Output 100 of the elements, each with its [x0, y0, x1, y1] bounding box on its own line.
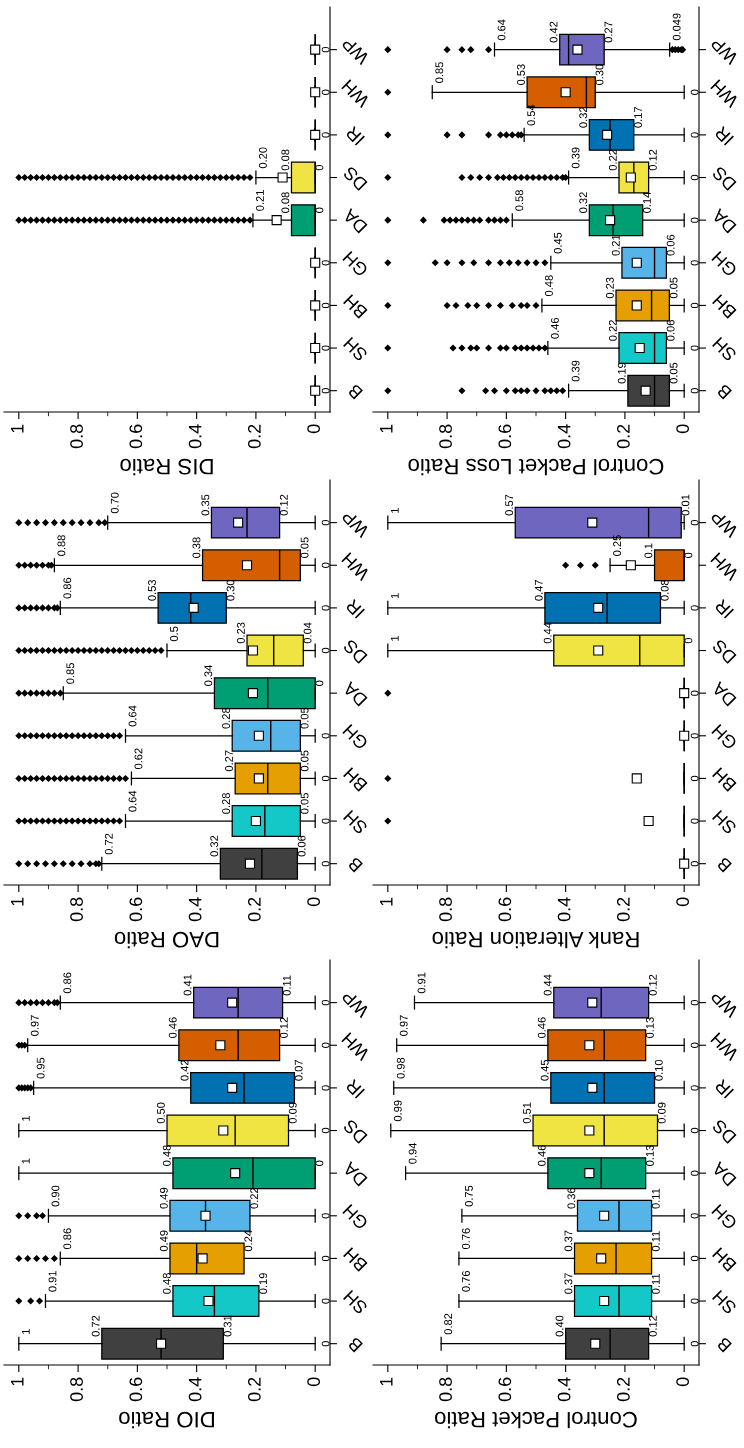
x-tick-label: 0.6	[129, 897, 143, 922]
text: 1	[391, 593, 399, 599]
y-tick-label: GH	[342, 723, 369, 751]
text: 0.06	[666, 234, 675, 256]
text: 0	[690, 690, 699, 696]
text: 0.47	[534, 580, 543, 601]
text: 0.86	[63, 577, 72, 599]
y-tick-label: IR	[345, 125, 365, 146]
x-tick-label: 0.6	[498, 1377, 512, 1402]
text: 0.06	[666, 320, 675, 341]
x-axis-title: Control Packet Loss Ratio	[408, 458, 664, 476]
text: 0	[684, 637, 693, 644]
text: 0.12	[648, 1315, 657, 1337]
y-tick-label: DS	[711, 638, 737, 664]
text: 0.12	[279, 494, 288, 516]
y-tick-label: SH	[711, 336, 738, 362]
text: 0.41	[183, 974, 192, 996]
x-tick-label: 0.6	[129, 424, 143, 449]
text: 0	[321, 818, 330, 824]
x-tick-label: 0	[676, 897, 690, 907]
text: 0	[321, 260, 330, 266]
text: 0	[321, 562, 330, 568]
text: 0.11	[651, 1273, 660, 1294]
text: 1	[22, 1158, 30, 1164]
text: 0	[321, 999, 330, 1006]
text: 0	[315, 680, 324, 686]
x-tick-label: 0.2	[247, 424, 261, 449]
x-tick-label: 1	[11, 1377, 24, 1386]
text: 0	[690, 345, 699, 351]
y-tick-label: WP	[710, 36, 739, 66]
x-tick-label: 0	[676, 424, 690, 434]
text: 0.27	[225, 750, 233, 772]
x-tick-label: 0.2	[616, 1377, 630, 1402]
text: 0.05	[669, 362, 678, 384]
y-tick-label: WP	[341, 989, 370, 1019]
text: 0	[690, 388, 699, 394]
text: 0.049	[672, 13, 681, 41]
x-tick-label: 0.2	[247, 1377, 261, 1402]
x-axis-title: DIO Ratio	[119, 1411, 214, 1429]
y-tick-label: GH	[711, 723, 738, 751]
text: 0.11	[651, 1231, 660, 1252]
x-tick-label: 0	[307, 1377, 321, 1387]
x-tick-label: 1	[380, 424, 393, 433]
text: 0.13	[645, 1017, 654, 1039]
text: 0.62	[134, 748, 143, 770]
text: 0.12	[279, 1017, 288, 1039]
text: 0	[321, 345, 330, 351]
y-tick-label: DS	[711, 1118, 737, 1144]
y-tick-label: BH	[343, 294, 368, 319]
text: 0.23	[605, 277, 614, 299]
text: 0	[321, 519, 330, 526]
text: 0.32	[210, 835, 219, 857]
text: 0	[690, 260, 699, 266]
x-tick-label: 0.6	[498, 897, 512, 922]
text: 0	[315, 164, 324, 171]
y-tick-label: DS	[342, 165, 368, 191]
y-tick-label: SH	[342, 336, 369, 362]
text: 0	[321, 1298, 330, 1304]
text: 1	[22, 1115, 30, 1121]
y-tick-label: B	[716, 856, 732, 873]
text: 0	[690, 1255, 699, 1262]
text: 0	[321, 647, 330, 654]
text: 1	[22, 1329, 30, 1334]
text: 0.42	[180, 1060, 189, 1081]
text: 0.11	[282, 975, 291, 996]
y-tick-label: GH	[711, 1203, 738, 1231]
y-tick-label: WP	[341, 36, 370, 66]
text: 0.45	[553, 232, 562, 254]
text: 0.09	[657, 1102, 666, 1124]
text: 0.85	[66, 663, 75, 684]
text: 0	[321, 1255, 330, 1262]
text: 0	[690, 733, 699, 739]
text: 0.14	[642, 192, 651, 213]
text: 0.07	[294, 1060, 303, 1081]
text: 0	[321, 1127, 330, 1134]
text: 0.19	[259, 1273, 268, 1294]
text: 0.34	[204, 665, 213, 686]
x-tick-label: 0	[676, 1377, 690, 1387]
x-tick-label: 0.4	[557, 1377, 571, 1402]
x-tick-label: 1	[11, 424, 24, 433]
text: 0.23	[236, 622, 245, 644]
y-tick-label: BH	[712, 294, 737, 319]
x-tick-label: 0	[307, 897, 321, 907]
text: 0.12	[648, 974, 657, 996]
text: 0.70	[110, 492, 119, 514]
text: 0.72	[91, 1315, 100, 1337]
text: 0.39	[571, 147, 580, 169]
text: 0.49	[159, 1230, 168, 1252]
text: 0	[690, 1170, 699, 1176]
text: 0.45	[540, 1059, 549, 1081]
text: 0.12	[648, 149, 657, 171]
text: 0	[690, 132, 699, 138]
text: 0.42	[549, 21, 558, 43]
y-tick-label: DS	[342, 638, 368, 664]
text: 0.88	[57, 535, 66, 556]
y-tick-label: WH	[710, 79, 740, 109]
y-tick-label: B	[716, 1336, 732, 1353]
y-tick-label: IR	[714, 125, 734, 146]
text: 0.91	[417, 972, 426, 994]
text: 0.08	[281, 192, 290, 213]
